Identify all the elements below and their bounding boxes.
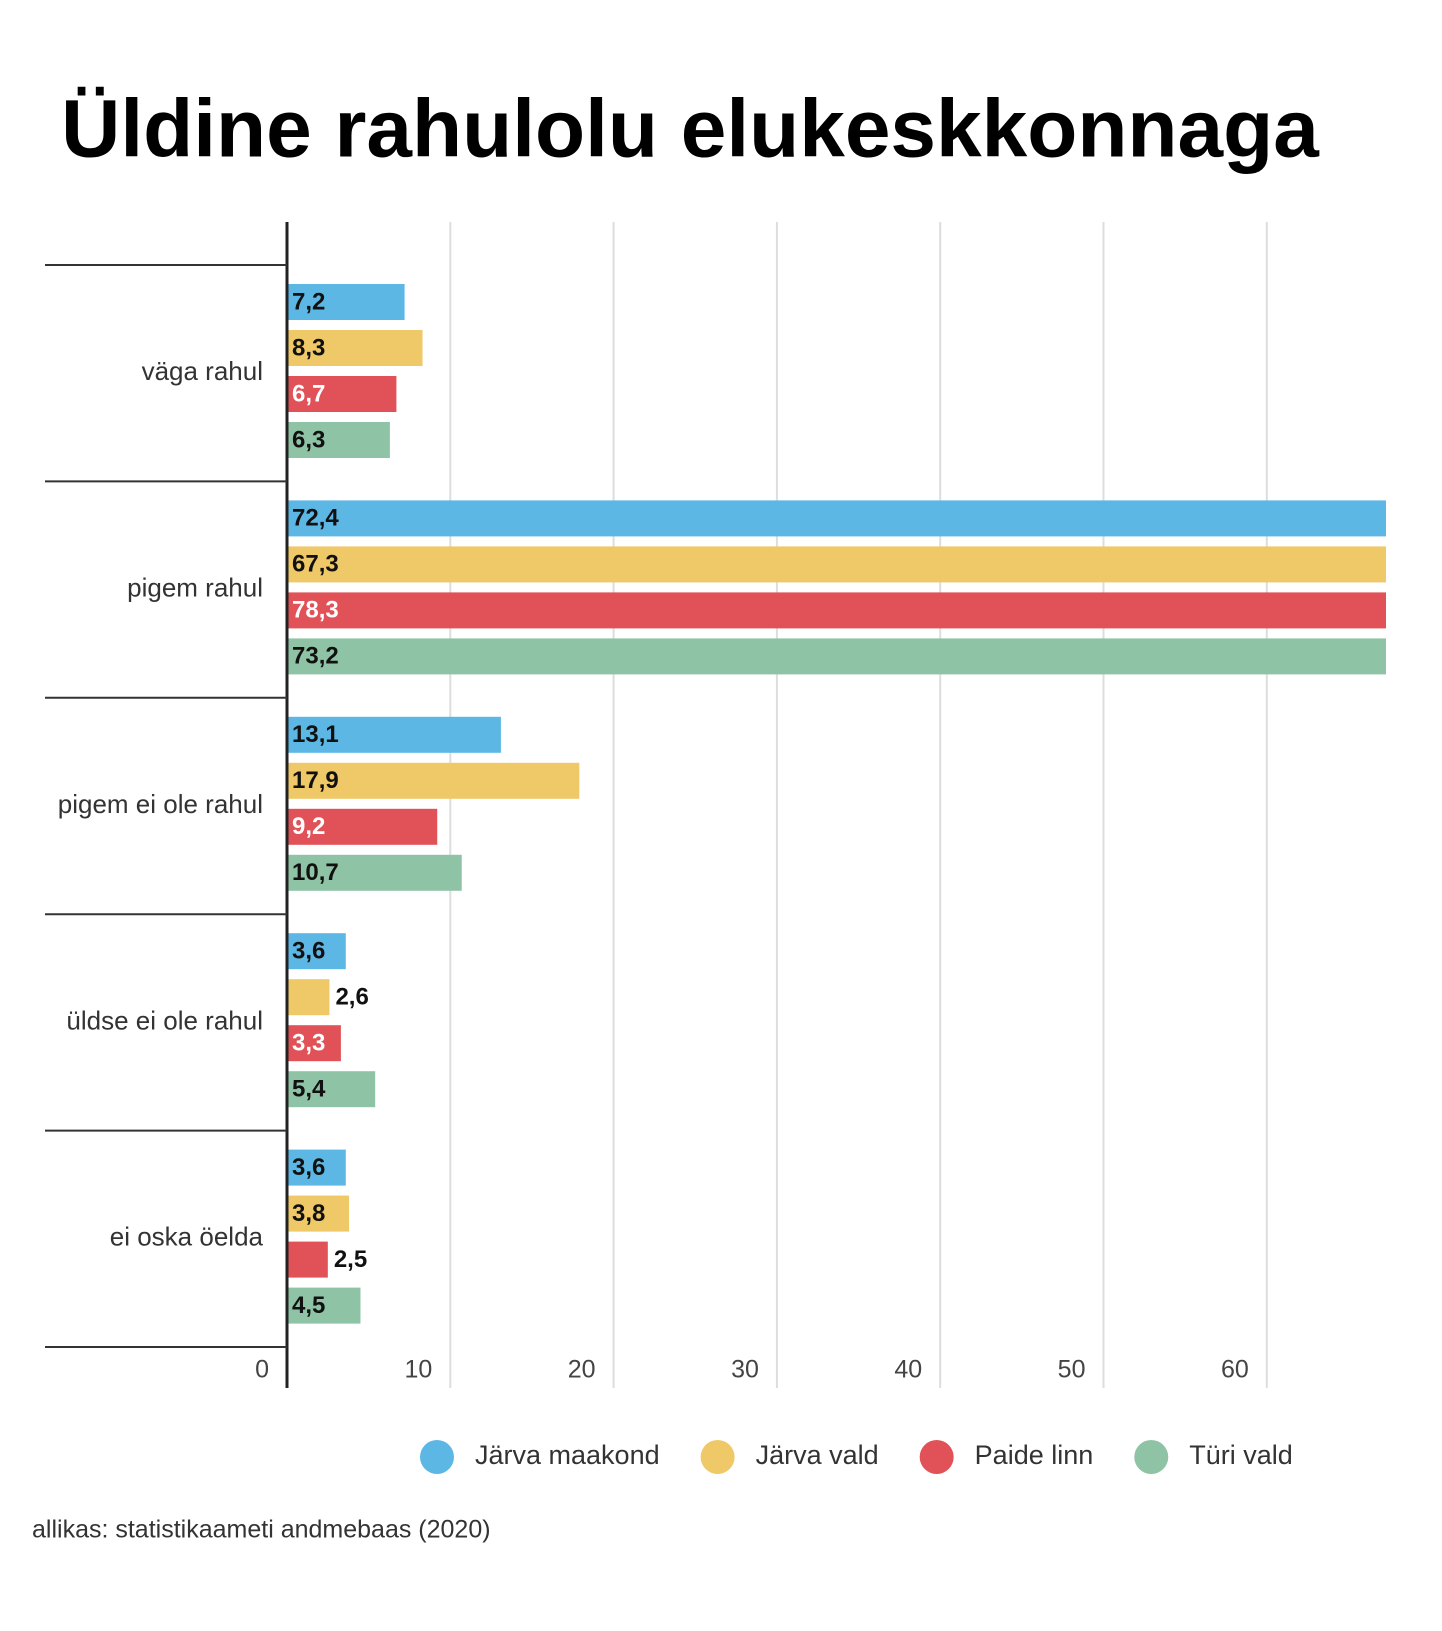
category-label: pigem rahul <box>127 572 263 602</box>
value-label: 4,5 <box>292 1292 325 1319</box>
x-tick-label: 60 <box>1221 1356 1249 1384</box>
category-label: väga rahul <box>142 356 263 386</box>
value-label: 9,2 <box>292 813 325 840</box>
value-label: 10,7 <box>292 859 339 886</box>
value-label: 13,1 <box>292 721 339 748</box>
bar <box>287 376 397 412</box>
x-tick-label: 20 <box>568 1356 596 1384</box>
x-tick-label: 50 <box>1058 1356 1086 1384</box>
legend-marker <box>700 1440 735 1474</box>
legend-label: Järva maakond <box>475 1440 660 1470</box>
bar <box>287 854 462 891</box>
value-label: 2,5 <box>334 1246 367 1273</box>
bar <box>287 933 346 970</box>
value-label: 7,2 <box>292 288 325 315</box>
bar <box>287 546 1386 583</box>
source: allikas: statistikaameti andmebaas (2020… <box>32 1516 491 1544</box>
bar <box>287 1241 328 1278</box>
value-label: 78,3 <box>292 597 339 624</box>
legend-label: Järva vald <box>756 1440 879 1470</box>
bar <box>287 1025 341 1062</box>
bar <box>287 1071 376 1108</box>
value-label: 3,6 <box>292 1154 325 1181</box>
value-label: 6,3 <box>292 426 325 453</box>
category-label: ei oska öelda <box>110 1222 264 1252</box>
bar <box>287 979 330 1016</box>
legend-label: Türi vald <box>1189 1440 1293 1470</box>
value-label: 8,3 <box>292 334 325 361</box>
x-tick-label: 40 <box>894 1356 922 1384</box>
value-label: 67,3 <box>292 551 339 578</box>
bar <box>287 808 438 845</box>
value-label: 3,3 <box>292 1030 325 1057</box>
bar <box>287 762 580 799</box>
legend-marker <box>919 1440 954 1474</box>
chart-title: Üldine rahulolu elukeskkonnaga <box>61 84 1320 175</box>
bar <box>287 716 501 753</box>
bar <box>287 1149 346 1186</box>
bar <box>287 330 423 366</box>
bar <box>287 638 1386 675</box>
bar <box>287 284 405 320</box>
value-label: 6,7 <box>292 380 325 407</box>
value-label: 5,4 <box>292 1076 326 1103</box>
x-tick-label: 0 <box>255 1356 269 1384</box>
category-label: üldse ei ole rahul <box>66 1005 263 1035</box>
bar <box>287 500 1386 537</box>
x-tick-label: 10 <box>404 1356 432 1384</box>
value-label: 3,8 <box>292 1200 325 1227</box>
bar <box>287 592 1386 629</box>
bar <box>287 422 390 458</box>
legend-label: Paide linn <box>975 1440 1094 1470</box>
x-tick-label: 30 <box>731 1356 759 1384</box>
bar <box>287 1195 350 1232</box>
value-label: 2,6 <box>335 984 368 1011</box>
value-label: 17,9 <box>292 767 339 794</box>
legend-marker <box>1134 1440 1169 1474</box>
legend-marker <box>420 1440 454 1474</box>
bar <box>287 1287 361 1324</box>
category-label: pigem ei ole rahul <box>58 789 263 819</box>
value-label: 3,6 <box>292 938 325 965</box>
value-label: 73,2 <box>292 643 339 670</box>
value-label: 72,4 <box>292 505 339 532</box>
